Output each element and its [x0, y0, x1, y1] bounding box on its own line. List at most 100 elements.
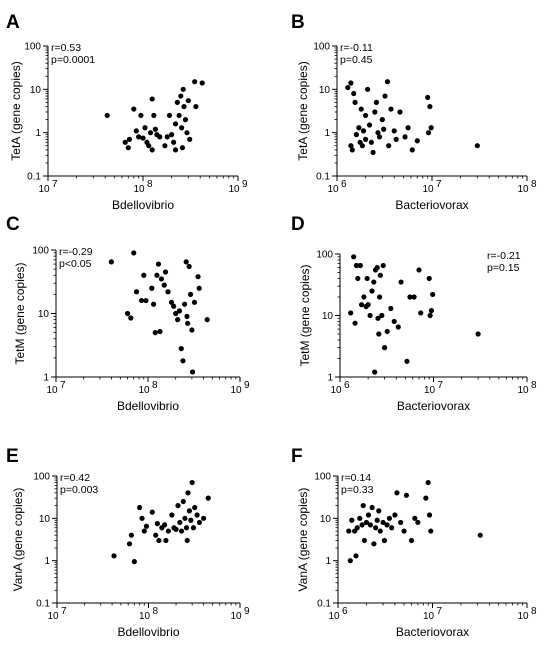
- y-tick-label: 10: [39, 514, 51, 525]
- data-point: [362, 136, 369, 142]
- data-point: [126, 541, 133, 547]
- data-point: [358, 106, 364, 112]
- data-point: [398, 519, 404, 526]
- data-point: [377, 272, 383, 278]
- x-tick-exponent: 8: [147, 179, 153, 190]
- data-point: [380, 519, 386, 526]
- x-tick-exponent: 7: [52, 179, 58, 190]
- x-tick-label: 10: [423, 611, 435, 622]
- data-point: [369, 288, 375, 294]
- x-axis-title: Bdellovibrio: [112, 198, 174, 212]
- data-point: [404, 358, 410, 364]
- data-point: [348, 143, 354, 149]
- data-point: [146, 143, 152, 149]
- data-point: [179, 125, 185, 131]
- panel-letter: F: [291, 446, 303, 467]
- data-point: [401, 528, 407, 534]
- data-point: [133, 289, 140, 295]
- x-tick-exponent: 6: [342, 606, 348, 617]
- data-point: [137, 504, 143, 511]
- data-point: [161, 282, 167, 288]
- data-point: [156, 537, 162, 544]
- data-point: [200, 515, 207, 521]
- x-tick-label: 10: [46, 385, 58, 396]
- data-point: [111, 553, 117, 559]
- data-point: [393, 136, 399, 142]
- data-point: [348, 310, 354, 316]
- data-point: [139, 515, 145, 521]
- x-tick-label: 10: [424, 385, 436, 396]
- data-point: [131, 106, 137, 112]
- data-point: [175, 317, 181, 323]
- data-point: [126, 136, 133, 142]
- data-point: [384, 522, 390, 528]
- x-tick-exponent: 9: [242, 179, 248, 190]
- data-point: [356, 125, 362, 131]
- data-point: [128, 315, 134, 321]
- data-point: [361, 294, 367, 300]
- data-point: [415, 519, 421, 526]
- data-point: [428, 528, 434, 534]
- data-point: [177, 519, 183, 526]
- data-point: [372, 369, 378, 375]
- data-point: [162, 143, 168, 149]
- data-point: [182, 515, 188, 521]
- panel-letter: C: [6, 214, 20, 235]
- x-axis-title: Bacteriovorax: [395, 198, 468, 212]
- data-point: [149, 96, 155, 102]
- y-tick-label: 10: [38, 309, 50, 320]
- y-tick-label: 100: [313, 42, 330, 53]
- data-point: [183, 525, 190, 531]
- data-point: [346, 528, 352, 534]
- y-tick-label: 100: [316, 250, 333, 261]
- data-point: [407, 294, 413, 300]
- data-point: [477, 532, 483, 538]
- data-point: [403, 492, 410, 498]
- data-point: [374, 517, 380, 523]
- x-tick-exponent: 9: [244, 380, 250, 391]
- data-point: [175, 502, 181, 509]
- panel-letter: D: [291, 214, 305, 235]
- x-tick-label: 10: [517, 385, 529, 396]
- data-point: [181, 103, 187, 110]
- data-point: [364, 275, 370, 282]
- x-tick-label: 10: [327, 184, 339, 195]
- data-point: [416, 267, 422, 273]
- y-tick-label: 0.1: [317, 599, 331, 610]
- data-point: [147, 130, 154, 136]
- data-point: [176, 308, 183, 314]
- data-point: [425, 479, 431, 486]
- x-tick-exponent: 7: [438, 380, 444, 391]
- data-point: [162, 522, 168, 528]
- x-tick-exponent: 7: [60, 380, 66, 391]
- data-point: [353, 262, 360, 269]
- data-point: [180, 86, 186, 92]
- y-tick-label: 100: [32, 246, 49, 257]
- data-point: [183, 259, 189, 265]
- y-axis-title: VanA (gene copies): [11, 488, 25, 592]
- data-point: [173, 526, 179, 532]
- data-point: [381, 537, 388, 544]
- data-point: [359, 522, 365, 528]
- data-point: [180, 498, 186, 505]
- data-point: [352, 320, 358, 326]
- data-point: [360, 128, 367, 134]
- stat-label: p=0.15: [487, 262, 520, 274]
- x-tick-label: 10: [517, 611, 529, 622]
- y-tick-label: 100: [24, 42, 41, 53]
- stat-label: r=-0.21: [487, 250, 521, 262]
- data-point: [155, 261, 162, 267]
- data-point: [143, 297, 149, 304]
- y-tick-label: 100: [314, 472, 331, 483]
- data-point: [104, 112, 110, 119]
- data-point: [425, 94, 431, 101]
- y-axis-title: TetA (gene copies): [9, 61, 23, 160]
- x-tick-exponent: 8: [152, 380, 158, 391]
- data-point: [171, 303, 177, 309]
- data-point: [186, 263, 192, 270]
- x-tick-exponent: 8: [531, 179, 537, 190]
- data-point: [351, 90, 357, 97]
